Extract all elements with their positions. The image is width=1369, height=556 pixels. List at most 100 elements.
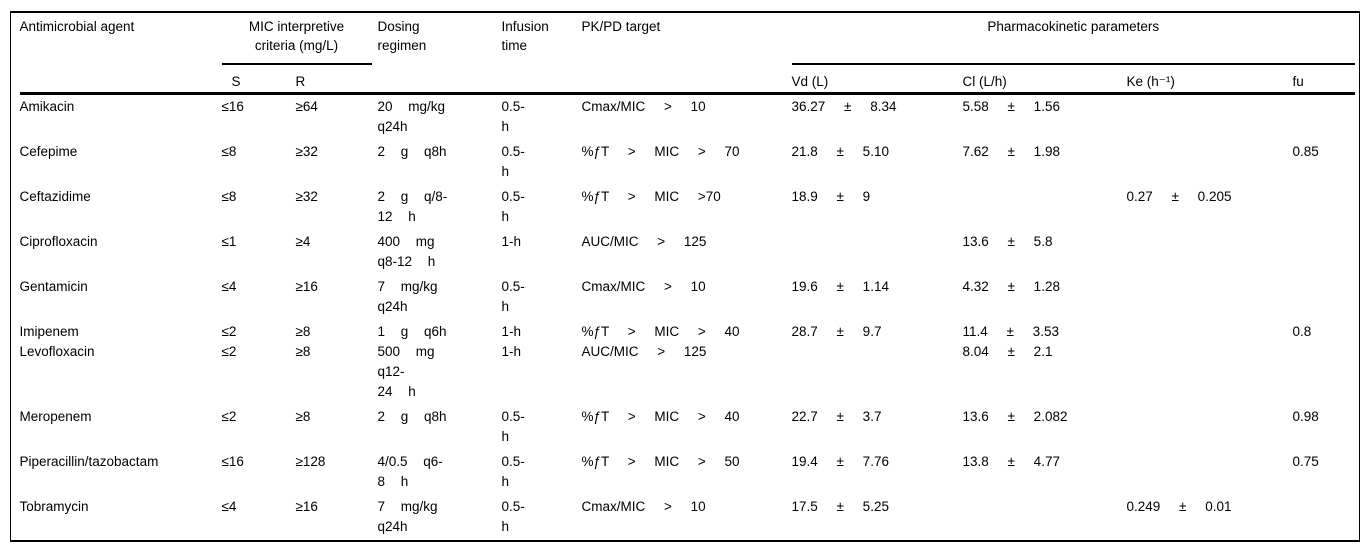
cell-vd: 22.7 ± 3.7 [791,409,882,424]
cell-dosing-regimen: 500 mg q12- 24 h [377,344,435,399]
cell-infusion-time: 1-h [501,344,522,359]
row-ciprofloxacin: Ciprofloxacin ≤1 ≥4 400 mg q8-12 h 1-h A… [20,230,1356,275]
cell-infusion-time: 0.5- h [501,144,525,179]
cell-mic-r: ≥8 [295,344,311,359]
cell-cl: 4.32 ± 1.28 [962,279,1060,294]
cell-agent: Ceftazidime [19,189,91,204]
cell-infusion-time: 0.5- h [501,279,525,314]
cell-ke: 0.249 ± 0.01 [1126,499,1232,514]
col-header-fu: fu [1292,74,1304,89]
cell-mic-r: ≥8 [295,409,311,424]
cell-ke [1127,277,1293,317]
cell-cl [963,187,1127,227]
cell-dosing-regimen: 2 g q/8- 12 h [377,189,448,224]
cell-ke [1127,322,1293,342]
col-header-antimicrobial-agent: Antimicrobial agent [19,19,135,34]
table-body: Amikacin ≤16 ≥64 20 mg/kg q24h 0.5- h Cm… [20,95,1356,540]
cell-agent: Amikacin [19,99,75,114]
cell-vd: 19.6 ± 1.14 [791,279,889,294]
cell-pkpd-target: AUC/MIC > 125 [581,344,707,359]
cell-pkpd-target: %ƒT > MIC >70 [581,189,721,204]
cell-fu: 0.98 [1292,409,1319,424]
cell-dosing-regimen: 7 mg/kg q24h [377,499,438,534]
row-ceftazidime: Ceftazidime ≤8 ≥32 2 g q/8- 12 h 0.5- h … [20,185,1356,230]
cell-mic-s: ≤8 [221,189,237,204]
col-header-resistant: R [295,74,306,89]
row-levofloxacin: Levofloxacin ≤2 ≥8 500 mg q12- 24 h 1-h … [20,342,1356,405]
cell-ke [1127,452,1293,492]
cell-mic-r: ≥4 [295,234,311,249]
cell-fu [1293,497,1356,537]
cell-ke [1127,342,1293,402]
cell-dosing-regimen: 1 g q6h [377,324,447,339]
cell-pkpd-target: Cmax/MIC > 10 [581,279,706,294]
cell-pkpd-target: %ƒT > MIC > 40 [581,324,740,339]
cell-fu: 0.75 [1292,454,1319,469]
cell-vd [792,342,963,402]
row-amikacin: Amikacin ≤16 ≥64 20 mg/kg q24h 0.5- h Cm… [20,95,1356,140]
col-header-cl: Cl (L/h) [962,74,1007,89]
cell-fu [1293,342,1356,402]
cell-mic-s: ≤16 [221,99,244,114]
cell-mic-r: ≥32 [295,189,318,204]
col-header-dosing-regimen: Dosing regimen [377,19,427,53]
cell-ke: 0.27 ± 0.205 [1126,189,1232,204]
cell-cl: 8.04 ± 2.1 [962,344,1053,359]
cell-agent: Meropenem [19,409,92,424]
cell-fu: 0.8 [1292,324,1312,339]
pkpd-parameters-table: Antimicrobial agent MIC interpretive cri… [10,11,1360,542]
cell-mic-r: ≥64 [295,99,318,114]
cell-mic-r: ≥8 [295,324,311,339]
cell-agent: Levofloxacin [19,344,95,359]
cell-mic-r: ≥128 [295,454,326,469]
cell-pkpd-target: %ƒT > MIC > 70 [581,144,740,159]
cell-fu [1293,232,1356,272]
cell-mic-s: ≤4 [221,279,237,294]
cell-vd: 21.8 ± 5.10 [791,144,889,159]
row-piperacillin-tazobactam: Piperacillin/tazobactam ≤16 ≥128 4/0.5 q… [20,450,1356,495]
cell-infusion-time: 0.5- h [501,454,525,489]
col-group-mic-interpretive-criteria: MIC interpretive criteria (mg/L) [221,13,372,65]
cell-infusion-time: 0.5- h [501,189,525,224]
col-header-infusion-time: Infusion time [501,19,549,53]
cell-dosing-regimen: 2 g q8h [377,144,447,159]
cell-pkpd-target: Cmax/MIC > 10 [581,99,706,114]
cell-cl: 5.58 ± 1.56 [962,99,1060,114]
row-cefepime: Cefepime ≤8 ≥32 2 g q8h 0.5- h %ƒT > MIC… [20,140,1356,185]
cell-cl: 13.8 ± 4.77 [962,454,1060,469]
cell-mic-s: ≤2 [221,324,237,339]
cell-dosing-regimen: 2 g q8h [377,409,447,424]
cell-mic-s: ≤16 [221,454,244,469]
cell-cl: 13.6 ± 5.8 [962,234,1053,249]
cell-mic-s: ≤1 [221,234,237,249]
cell-vd: 18.9 ± 9 [791,189,871,204]
col-header-pkpd-target: PK/PD target [581,19,661,34]
col-header-susceptible: S [231,74,241,89]
cell-agent: Imipenem [19,324,79,339]
cell-ke [1127,232,1293,272]
cell-vd: 17.5 ± 5.25 [791,499,889,514]
cell-cl [963,497,1127,537]
cell-dosing-regimen: 4/0.5 q6- 8 h [377,454,443,489]
cell-fu: 0.85 [1292,144,1319,159]
cell-dosing-regimen: 20 mg/kg q24h [377,99,446,134]
cell-infusion-time: 0.5- h [501,499,525,534]
cell-agent: Piperacillin/tazobactam [19,454,159,469]
cell-vd [792,232,963,272]
cell-fu [1293,277,1356,317]
cell-vd: 19.4 ± 7.76 [791,454,889,469]
cell-infusion-time: 1-h [501,324,522,339]
cell-vd: 36.27 ± 8.34 [791,99,897,114]
col-header-ke: Ke (h⁻¹) [1126,74,1175,89]
cell-mic-s: ≤2 [221,409,237,424]
cell-ke [1127,97,1293,137]
cell-ke [1127,142,1293,182]
cell-mic-r: ≥16 [295,499,318,514]
cell-dosing-regimen: 7 mg/kg q24h [377,279,438,314]
row-imipenem: Imipenem ≤2 ≥8 1 g q6h 1-h %ƒT > MIC > 4… [20,320,1356,342]
cell-ke [1127,407,1293,447]
cell-fu [1293,97,1356,137]
row-tobramycin: Tobramycin ≤4 ≥16 7 mg/kg q24h 0.5- h Cm… [20,495,1356,540]
cell-agent: Ciprofloxacin [19,234,98,249]
cell-fu [1293,187,1356,227]
